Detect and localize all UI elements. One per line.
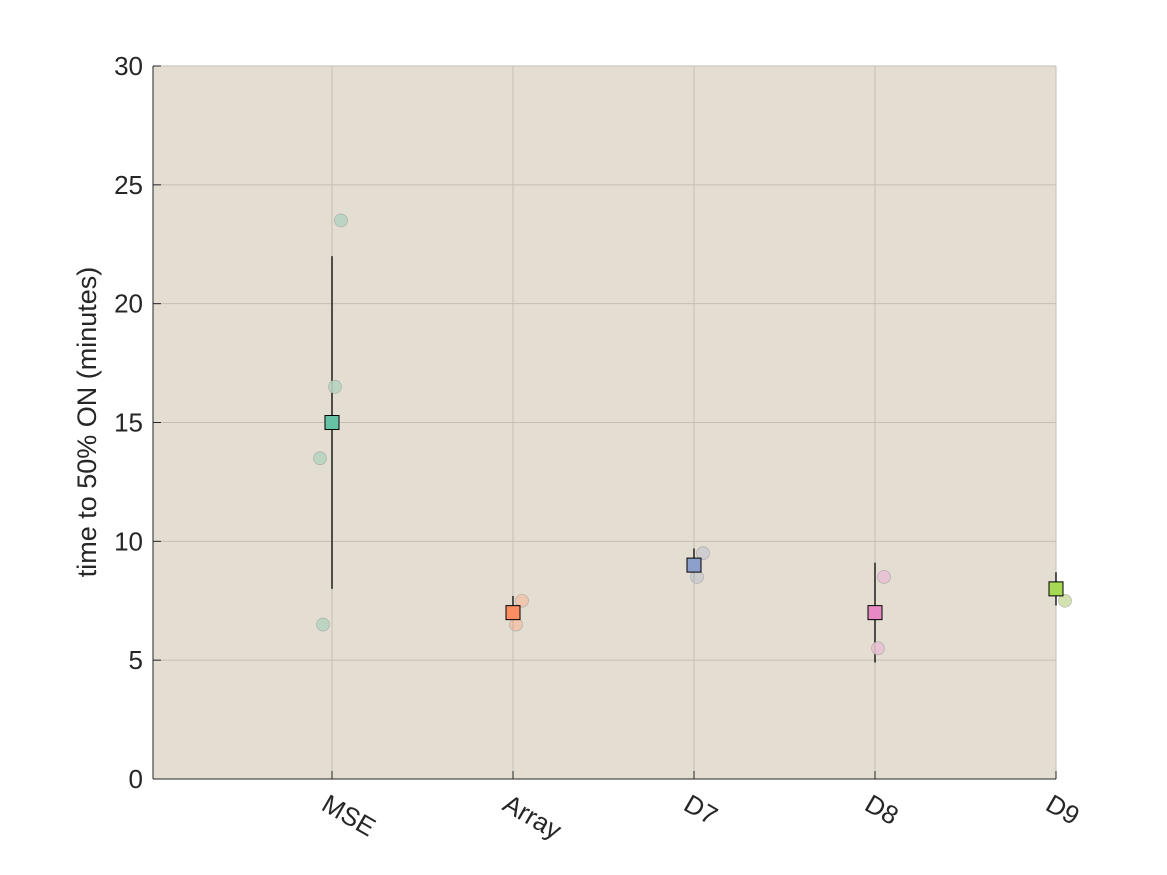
y-axis-label: time to 50% ON (minutes) <box>72 267 102 578</box>
y-tick-label: 0 <box>129 764 143 794</box>
x-tick-label: MSE <box>317 788 381 842</box>
data-point <box>313 451 327 465</box>
mean-marker <box>686 557 702 573</box>
data-point <box>515 593 529 608</box>
mean-marker <box>867 605 883 621</box>
axes <box>152 65 1057 780</box>
mean-markers <box>324 415 1064 621</box>
mean-marker <box>505 605 521 621</box>
y-tick-label: 20 <box>114 289 143 319</box>
x-tick-label: D8 <box>860 788 904 831</box>
data-point <box>1058 593 1072 608</box>
x-tick-label: Array <box>498 788 567 845</box>
data-point <box>334 213 348 228</box>
y-tick-label: 15 <box>114 408 143 438</box>
data-point <box>871 641 885 656</box>
y-tick-label: 10 <box>114 526 143 556</box>
y-tick-label: 5 <box>129 645 143 675</box>
y-tick-label: 30 <box>114 51 143 81</box>
mean-marker <box>324 415 340 430</box>
data-point <box>696 546 710 561</box>
data-point <box>877 570 891 584</box>
data-point <box>316 617 330 632</box>
data-point <box>328 380 342 394</box>
y-tick-label: 25 <box>114 170 143 200</box>
x-tick-label: D9 <box>1041 788 1085 831</box>
data-points <box>313 213 1072 656</box>
mean-marker <box>1048 581 1064 597</box>
x-tick-label: D7 <box>679 788 723 831</box>
